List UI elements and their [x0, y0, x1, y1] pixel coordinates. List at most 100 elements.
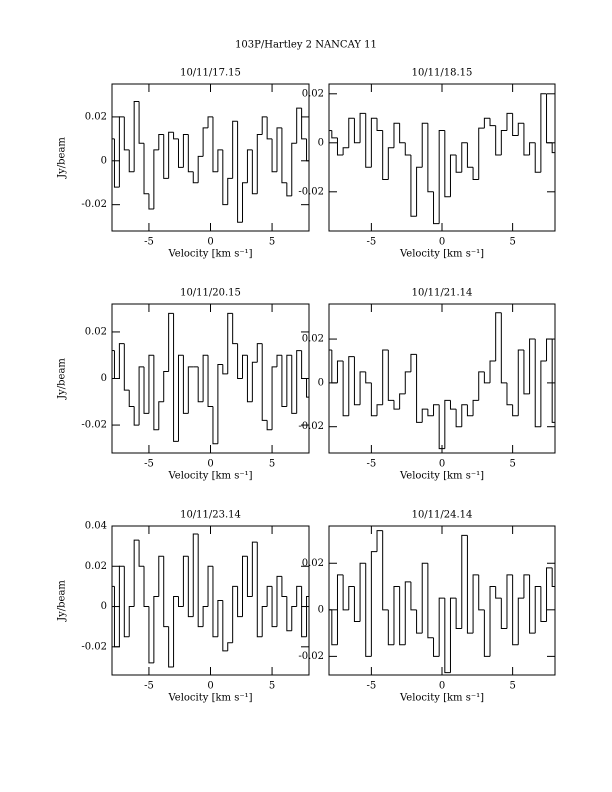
- spectrum-step: [410, 581, 417, 611]
- spectrum-step: [427, 409, 434, 417]
- spectrum-step: [301, 108, 307, 140]
- x-axis-label: Velocity [km s⁻¹]: [399, 693, 484, 704]
- x-axis-label: Velocity [km s⁻¹]: [167, 471, 252, 482]
- spectrum-step: [232, 585, 238, 643]
- spectrum-step: [187, 556, 194, 618]
- x-tick-label: -5: [367, 681, 377, 692]
- y-tick-label: 0: [101, 373, 107, 384]
- spectrum-step: [393, 400, 400, 410]
- spectrum-step: [232, 313, 238, 345]
- spectrum-step: [187, 366, 194, 414]
- spectrum-step: [271, 366, 277, 430]
- spectrum-step: [483, 371, 491, 384]
- y-tick-label: 0: [101, 155, 107, 166]
- spectrum-step: [168, 626, 174, 668]
- spectrum-step: [306, 595, 309, 637]
- spectrum-step: [506, 382, 513, 406]
- y-tick-label: 0: [318, 377, 324, 388]
- x-tick-label: 0: [439, 681, 445, 692]
- spectrum-step: [427, 563, 434, 639]
- spectrum-step: [466, 142, 474, 168]
- x-tick-label: 0: [207, 459, 213, 470]
- x-tick-label: 0: [207, 681, 213, 692]
- spectrum-step: [281, 127, 287, 184]
- spectrum: [329, 312, 555, 450]
- spectrum-step: [336, 574, 344, 645]
- spectrum-step: [138, 366, 145, 426]
- spectrum-step: [359, 112, 366, 143]
- spectrum-step: [421, 562, 428, 634]
- spectrum-step: [342, 574, 349, 611]
- spectrum-step: [296, 585, 302, 607]
- spectrum-step: [168, 312, 174, 372]
- spectrum-step: [461, 534, 468, 629]
- spectrum-step: [291, 142, 297, 196]
- spectrum-step: [540, 93, 547, 173]
- spectrum-step: [551, 567, 555, 588]
- spectrum-step: [342, 360, 349, 417]
- spectrum-step: [207, 116, 213, 128]
- y-tick-label: -0.02: [298, 651, 324, 662]
- spectrum-step: [331, 609, 338, 646]
- spectrum-step: [461, 142, 468, 173]
- spectrum-step: [286, 354, 292, 407]
- spectrum-step: [296, 107, 302, 144]
- spectrum-step: [187, 134, 194, 173]
- spectrum-step: [517, 349, 524, 416]
- spectrum-step: [365, 371, 372, 384]
- spectrum-step: [438, 597, 445, 657]
- spectrum-step: [207, 355, 213, 407]
- spectrum-step: [331, 130, 338, 139]
- panel: 10/11/21.14 Velocity [km s⁻¹] -5 0 5 -0.02 0 0.…: [298, 288, 556, 482]
- y-tick-label: 0.04: [85, 521, 107, 532]
- spectrum-step: [529, 142, 536, 156]
- spectrum-step: [472, 574, 479, 634]
- spectrum-step: [433, 404, 440, 416]
- spectrum-step: [301, 350, 307, 379]
- spectrum-step: [393, 586, 400, 645]
- y-axis-label: Jy/beam: [57, 137, 68, 179]
- spectrum-step: [331, 350, 338, 384]
- spectrum-step: [158, 133, 164, 150]
- y-tick-label: -0.02: [81, 420, 107, 431]
- spectrum-step: [449, 154, 457, 197]
- spectrum-step: [404, 142, 411, 156]
- spectrum-step: [182, 555, 189, 607]
- y-tick-label: 0.02: [85, 111, 107, 122]
- spectrum-step: [163, 556, 169, 628]
- spectrum-step: [438, 130, 445, 224]
- plot-frame: [328, 303, 556, 454]
- spectrum-step: [534, 142, 541, 173]
- plot-frame: [328, 83, 556, 232]
- spectrum-step: [433, 637, 440, 657]
- plot-frame: [328, 525, 556, 676]
- spectrum-step: [168, 131, 174, 179]
- spectrum-step: [222, 364, 228, 375]
- panel-title: 10/11/18.15: [412, 68, 473, 79]
- spectrum-step: [276, 354, 282, 367]
- plot-frame: [111, 525, 310, 676]
- spectrum-step: [143, 366, 149, 414]
- spectrum-step: [461, 404, 468, 427]
- spectrum-step: [261, 606, 268, 637]
- spectrum-step: [540, 586, 547, 622]
- spectrum-step: [382, 530, 389, 611]
- spectrum-step: [512, 113, 519, 136]
- spectrum-step: [301, 586, 307, 638]
- spectrum-step: [506, 574, 513, 629]
- spectrum-step: [202, 127, 209, 157]
- spectrum-step: [173, 132, 179, 140]
- x-tick-label: -5: [144, 237, 154, 248]
- panel-title: 10/11/24.14: [412, 510, 473, 521]
- y-tick-label: 0: [318, 604, 324, 615]
- spectrum-step: [399, 586, 406, 646]
- spectrum-step: [517, 122, 524, 136]
- spectrum-step: [281, 355, 287, 407]
- spectrum-step: [138, 101, 145, 144]
- spectrum-step: [393, 122, 400, 148]
- y-axis-label: Jy/beam: [57, 358, 68, 400]
- spectrum-step: [306, 378, 309, 398]
- spectrum-step: [416, 166, 423, 217]
- spectrum-step: [444, 399, 451, 449]
